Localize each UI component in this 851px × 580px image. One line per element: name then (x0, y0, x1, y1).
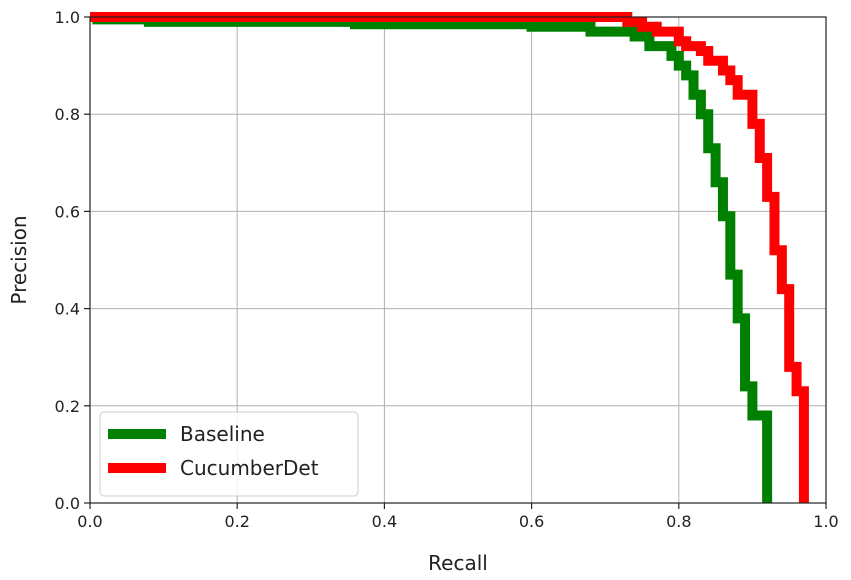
x-tick-label: 0.0 (77, 512, 102, 531)
x-tick-label: 0.2 (224, 512, 249, 531)
x-tick-label: 0.8 (666, 512, 691, 531)
x-tick-label: 0.6 (519, 512, 544, 531)
plot-frame (89, 16, 827, 504)
y-tick-label: 0.2 (55, 397, 80, 416)
x-axis-label: Recall (428, 551, 488, 575)
series-layer (90, 12, 809, 503)
y-tick-label: 0.0 (55, 494, 80, 513)
y-tick-label: 0.8 (55, 105, 80, 124)
y-tick-label: 0.6 (55, 202, 80, 221)
y-tick-label: 0.4 (55, 300, 80, 319)
x-tick-label: 0.4 (372, 512, 397, 531)
x-tick-label: 1.0 (813, 512, 838, 531)
series-line-cucumberdet (90, 12, 809, 503)
ticks: 0.0 0.2 0.4 0.6 0.8 1.0 0.0 0.2 0.4 0.6 0.8 1.0 (55, 8, 839, 531)
legend-label-cucumberdet: CucumberDet (180, 456, 319, 480)
legend-label-baseline: Baseline (180, 422, 265, 446)
series-line-baseline (90, 12, 773, 503)
legend: Baseline CucumberDet (99, 411, 359, 497)
y-tick-label: 1.0 (55, 8, 80, 27)
y-axis-label: Precision (7, 215, 31, 304)
